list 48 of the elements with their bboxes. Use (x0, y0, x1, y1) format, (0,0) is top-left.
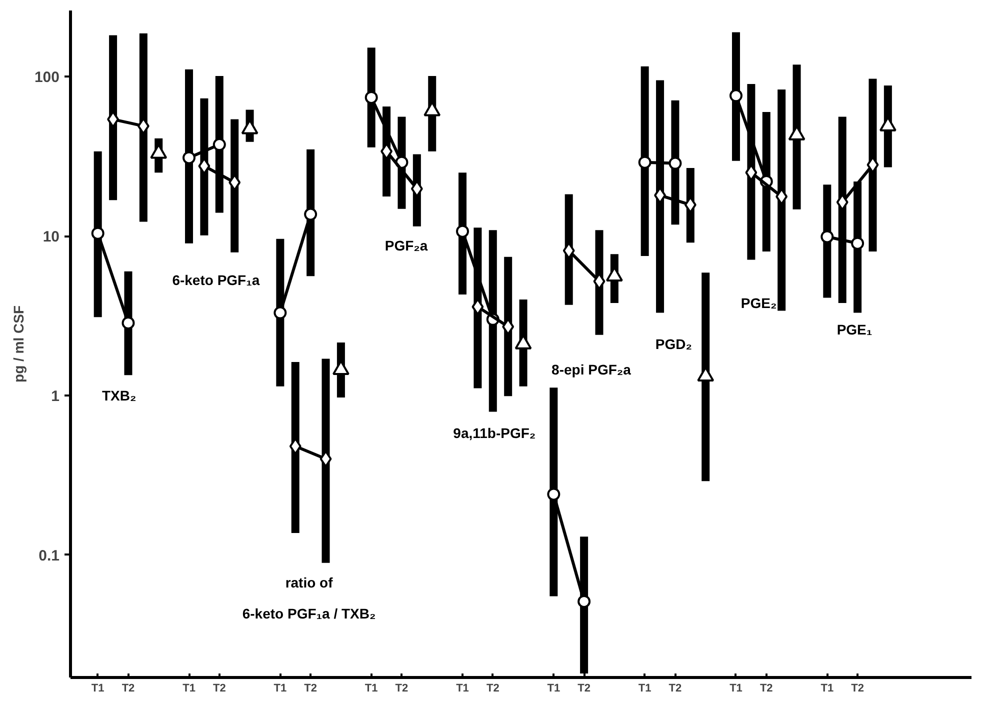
x-tick-label: T2 (304, 682, 317, 694)
y-axis-title: pg / ml CSF (10, 305, 26, 382)
x-tick-label: T2 (122, 682, 135, 694)
point (729, 89, 742, 102)
point (668, 156, 682, 170)
x-tick-label: T1 (274, 682, 287, 694)
x-tick-label: T2 (395, 682, 408, 694)
x-tick-label: T2 (578, 682, 590, 694)
point (820, 230, 834, 244)
annotation: PGD₂ (655, 336, 692, 352)
annotation: TXB₂ (102, 387, 136, 404)
x-tick-label: T1 (730, 682, 742, 694)
point (212, 138, 226, 152)
x-tick-label: T2 (851, 682, 864, 694)
point (364, 91, 378, 104)
annotation: PGF₂a (384, 238, 428, 254)
point (578, 594, 591, 608)
x-tick-label: T1 (91, 682, 104, 694)
point (182, 151, 196, 164)
annotation: PGE₁ (836, 321, 872, 338)
y-tick-label: 1 (51, 388, 60, 405)
y-tick-label: 100 (34, 69, 60, 86)
point (274, 306, 287, 320)
x-tick-label: T1 (182, 682, 196, 694)
x-tick-label: T2 (212, 682, 226, 694)
annotation: 8-epi PGF₂a (552, 362, 632, 378)
point (638, 156, 652, 169)
annotation: 6-keto PGF₁a / TXB₂ (242, 605, 376, 622)
point (851, 236, 864, 250)
x-tick-label: T2 (760, 682, 773, 694)
annotation: 9a,11b-PGF₂ (453, 425, 536, 442)
point (304, 208, 318, 221)
point (456, 224, 470, 238)
x-tick-label: T1 (547, 682, 560, 694)
x-tick-label: T1 (820, 682, 834, 694)
annotation: 6-keto PGF₁a (172, 272, 260, 288)
x-tick-label: T1 (456, 682, 469, 694)
x-tick-label: T2 (668, 682, 682, 694)
x-tick-label: T2 (486, 682, 500, 694)
annotation: PGE₂ (740, 295, 777, 312)
y-tick-label: 10 (42, 228, 60, 246)
point (91, 226, 104, 240)
x-tick-label: T1 (638, 682, 652, 694)
x-tick-label: T1 (364, 682, 378, 694)
annotation: ratio of (285, 574, 334, 591)
point (122, 316, 135, 330)
y-tick-label: 0.1 (38, 547, 60, 564)
point (547, 488, 560, 501)
